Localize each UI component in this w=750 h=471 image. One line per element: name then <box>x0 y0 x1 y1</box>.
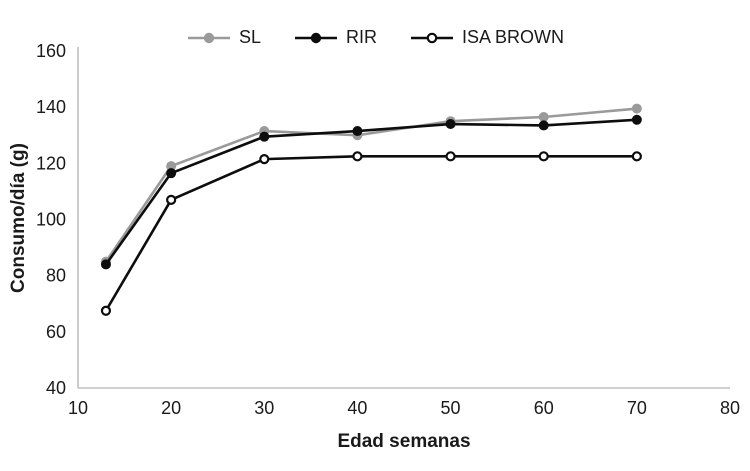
data-point-isa-brown <box>352 151 363 162</box>
data-point-isa-brown <box>631 151 642 162</box>
data-point-rir <box>259 131 270 142</box>
legend-item-rir: RIR <box>293 27 377 48</box>
x-tick-label: 40 <box>347 398 367 418</box>
series-line-isa-brown <box>104 155 639 313</box>
legend-marker-icon <box>187 32 230 43</box>
data-point-sl <box>631 103 642 114</box>
legend-item-isa-brown: ISA BROWN <box>409 27 564 48</box>
data-point-rir <box>631 114 642 125</box>
legend-item-sl: SL <box>186 27 261 48</box>
x-tick-label: 30 <box>254 398 274 418</box>
legend-label: SL <box>238 27 261 47</box>
data-point-isa-brown <box>259 154 270 165</box>
x-axis-title: Edad semanas <box>337 431 471 452</box>
y-tick-label: 140 <box>36 97 66 117</box>
legend-label: RIR <box>346 27 377 47</box>
y-tick-label: 60 <box>46 322 66 342</box>
series-line-sl <box>104 107 639 263</box>
legend-marker-icon <box>295 32 337 43</box>
chart-legend: SL RIR ISA BROWN <box>0 27 750 48</box>
data-point-isa-brown <box>538 151 549 162</box>
data-point-isa-brown <box>166 194 177 205</box>
data-point-sl <box>166 161 177 172</box>
y-axis-title: Consumo/día (g) <box>8 143 29 293</box>
legend-label: ISA BROWN <box>462 27 565 47</box>
y-tick-label: 120 <box>36 153 66 173</box>
y-tick-label: 160 <box>36 41 66 61</box>
x-tick-label: 60 <box>534 398 554 418</box>
data-point-rir <box>100 259 111 270</box>
x-tick-label: 20 <box>161 398 181 418</box>
data-point-isa-brown <box>100 305 112 316</box>
y-tick-label: 80 <box>46 266 66 286</box>
x-tick-label: 50 <box>441 398 461 418</box>
data-point-rir <box>445 119 456 130</box>
y-tick-label: 100 <box>36 210 66 230</box>
data-point-rir <box>166 168 177 179</box>
data-point-sl <box>538 111 549 122</box>
data-point-rir <box>352 126 363 137</box>
data-point-rir <box>538 120 549 131</box>
data-point-isa-brown <box>445 151 456 162</box>
legend-marker-icon <box>411 32 453 43</box>
y-tick-label: 40 <box>46 378 66 398</box>
x-tick-label: 80 <box>720 398 740 418</box>
x-tick-label: 70 <box>627 398 647 418</box>
x-tick-label: 10 <box>68 398 88 418</box>
